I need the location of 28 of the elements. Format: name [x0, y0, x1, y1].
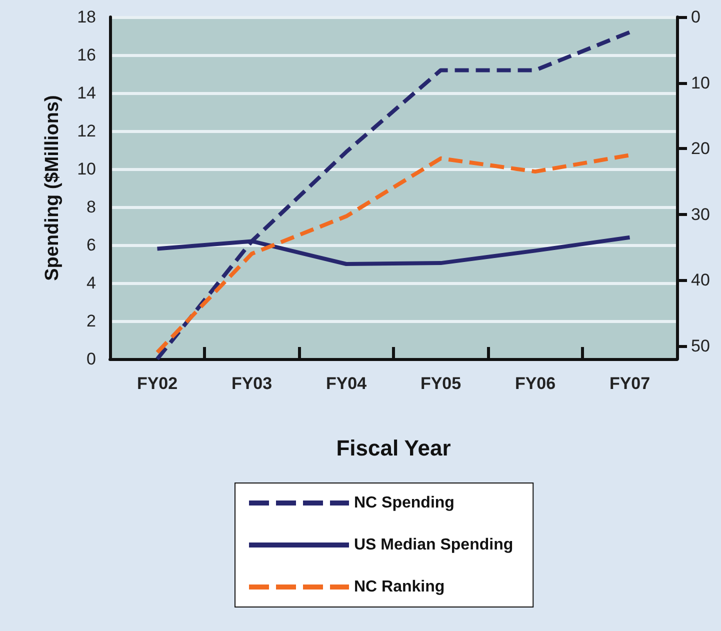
y-tick-label: 0 [86, 350, 96, 368]
y-tick-label: 18 [77, 8, 96, 26]
x-tick-label: FY05 [420, 374, 462, 393]
y-tick-label: 4 [86, 274, 96, 292]
x-tick-label: FY06 [514, 374, 556, 393]
y2-tick-label: 30 [691, 204, 710, 224]
legend-label: NC Spending [354, 494, 454, 512]
y-axis-title: Spending ($Millions) [42, 95, 63, 281]
y-tick-label: 2 [86, 312, 96, 330]
y2-tick-label: 50 [691, 336, 710, 356]
y2-tick-label: 40 [691, 270, 710, 290]
y-tick-label: 12 [77, 122, 96, 140]
y2-tick-label: 20 [691, 139, 710, 158]
y-tick-label: 14 [77, 84, 96, 102]
x-tick-label: FY07 [609, 374, 650, 393]
y-tick-label: 16 [77, 46, 96, 64]
x-axis-title: Fiscal Year [336, 436, 452, 460]
legend-label: NC Ranking [354, 578, 445, 596]
y2-tick-label: 0 [691, 8, 700, 26]
y-tick-label: 10 [77, 160, 96, 178]
x-tick-label: FY03 [231, 374, 272, 393]
y-tick-label: 8 [86, 198, 96, 216]
line-series [155, 30, 632, 361]
legend-label: US Median Spending [354, 536, 514, 554]
x-tick-label: FY04 [326, 374, 368, 393]
y-tick-label: 6 [86, 236, 96, 254]
x-tick-label: FY02 [136, 374, 178, 393]
y2-tick-label: 10 [691, 73, 710, 92]
